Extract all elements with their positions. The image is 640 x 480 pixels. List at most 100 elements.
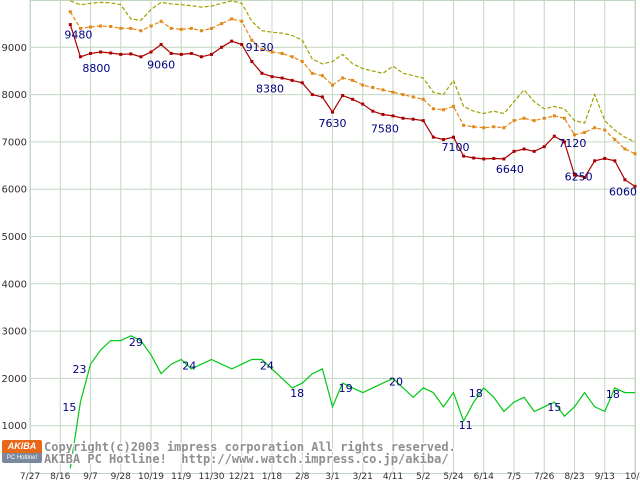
shop-count-data-label: 18 [290,387,304,400]
lowest-price-data-label: 9060 [147,58,175,71]
x-axis-tick-label: 1/18 [262,472,282,480]
lowest-price-marker [149,50,153,54]
average-price-marker [391,90,395,94]
lowest-price-marker [462,154,466,158]
average-price-marker [452,104,455,108]
lowest-price-marker [593,159,597,163]
average-price-marker [613,138,617,142]
lowest-price-data-label: 8800 [82,62,110,75]
average-price-marker [351,78,355,82]
lowest-price-marker [502,157,506,161]
average-price-marker [462,123,466,127]
lowest-price-marker [159,42,163,46]
lowest-price-marker [482,157,486,161]
lowest-price-marker [310,93,314,97]
akiba-logo-text: AKIBA [2,440,42,453]
x-axis-tick-label: 11/9 [171,472,191,480]
average-price-marker [159,19,163,23]
lowest-price-marker [179,52,183,56]
lowest-price-marker [109,51,113,55]
lowest-price-marker [89,51,92,55]
average-price-marker [542,116,546,120]
average-price-marker [593,126,597,130]
shop-count-data-label: 18 [469,387,483,400]
x-axis-tick-label: 9/7 [83,472,97,480]
lowest-price-marker [441,138,445,142]
x-axis-tick-label: 10/19 [138,472,164,480]
lowest-price-marker [623,178,627,182]
lowest-price-marker [300,81,304,85]
x-axis-tick-label: 12/21 [229,472,255,480]
lowest-price-data-label: 9480 [64,29,92,42]
average-price-marker [129,26,133,30]
x-axis-tick-label: 6/14 [474,472,494,480]
average-price-marker [552,114,556,118]
average-price-marker [109,24,113,28]
average-price-marker [401,93,405,97]
average-price-marker [119,26,123,30]
shop-count-data-label: 23 [73,363,87,376]
lowest-price-marker [401,116,405,120]
lowest-price-marker [199,55,203,59]
lowest-price-marker [552,134,556,138]
x-axis-tick-label: 7/27 [20,472,40,480]
lowest-price-marker [431,135,435,139]
average-price-marker [300,59,304,63]
average-price-marker [502,126,506,130]
lowest-price-data-label: 6250 [565,170,593,183]
copyright-line-1: Copyright(c)2003 impress corporation All… [44,440,456,454]
average-price-marker [169,26,173,30]
lowest-price-data-label: 7630 [319,117,347,130]
x-axis-tick-label: 3/21 [353,472,373,480]
average-price-marker [199,29,203,33]
average-price-marker [633,152,637,156]
shop-count-data-label: 19 [339,382,353,395]
lowest-price-marker [492,156,496,160]
lowest-price-marker [119,52,123,56]
lowest-price-marker [542,145,546,149]
average-price-marker [320,74,324,78]
average-price-marker [341,76,345,80]
lowest-price-marker [260,71,264,75]
lowest-price-marker [129,52,133,56]
lowest-price-marker [139,55,143,59]
lowest-price-marker [452,135,455,139]
average-price-marker [583,130,587,134]
y-axis-tick-label: 5000 [2,232,27,243]
lowest-price-marker [381,112,385,116]
shop-count-line [69,335,635,469]
lowest-price-marker [573,173,576,177]
x-axis-tick-label: 8/23 [564,472,584,480]
shop-count-data-label: 15 [547,401,561,414]
lowest-price-marker [472,156,476,160]
average-price-marker [78,26,82,30]
average-price-marker [250,38,254,42]
lowest-price-marker [583,175,587,179]
average-price-marker [431,107,435,111]
average-price-line [69,11,636,155]
lowest-price-marker [280,76,284,80]
average-price-marker [482,126,486,130]
average-price-marker [623,147,627,151]
x-axis-tick-label: 5/2 [416,472,430,480]
average-price-marker [68,10,72,14]
lowest-price-marker [633,184,637,188]
y-axis-tick-label: 8000 [2,90,27,101]
highest-price-line [70,0,636,143]
average-price-marker [189,26,193,30]
lowest-price-data-label: 7120 [558,137,586,150]
lowest-price-marker [351,97,355,101]
average-price-marker [532,119,536,123]
lowest-price-marker [411,117,415,121]
shop-count-data-label: 20 [389,375,403,388]
average-price-marker [240,19,244,23]
shop-count-data-label: 11 [459,419,473,432]
lowest-price-marker [78,55,82,59]
average-price-marker [331,83,334,87]
lowest-price-marker [341,94,345,98]
average-price-marker [421,97,425,101]
shop-count-data-label: 15 [62,401,76,414]
lowest-price-marker [391,114,395,118]
lowest-price-marker [220,45,224,49]
